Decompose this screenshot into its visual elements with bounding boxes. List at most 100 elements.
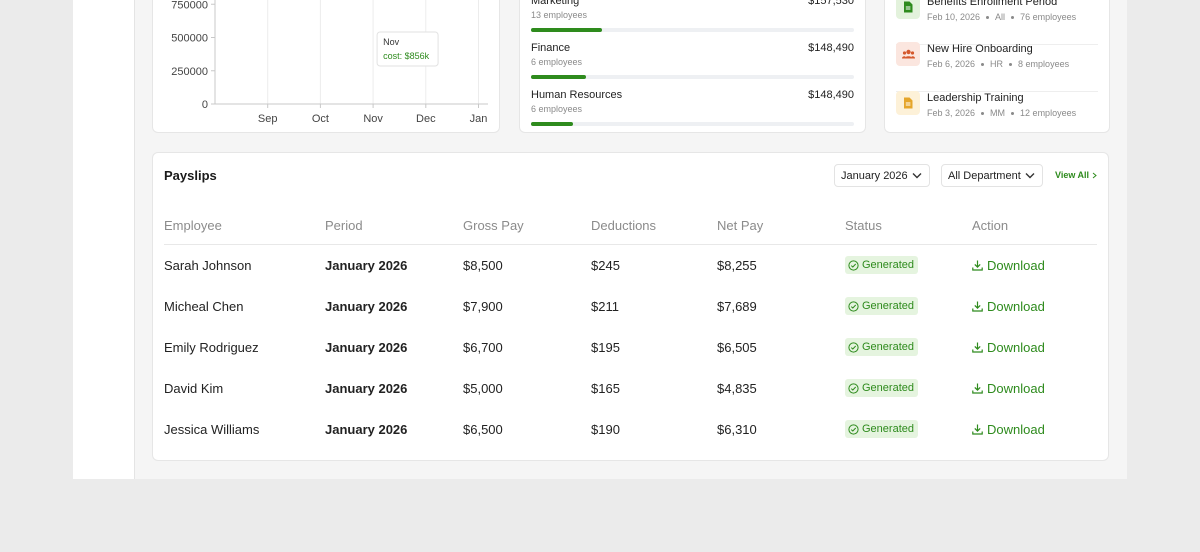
check-circle-icon xyxy=(848,259,859,271)
department-select[interactable]: All Department xyxy=(941,164,1043,187)
department-progress-fill xyxy=(531,122,573,126)
document-icon xyxy=(896,91,920,115)
download-label: Download xyxy=(987,422,1045,437)
y-tick-label: 500000 xyxy=(171,33,208,45)
separator-dot xyxy=(986,16,990,20)
department-select-value: All Department xyxy=(948,169,1021,182)
department-employee-count: 6 employees xyxy=(531,104,583,114)
status-badge: Generated xyxy=(845,256,918,274)
separator-dot xyxy=(1011,16,1015,20)
event-title: New Hire Onboarding xyxy=(927,43,1033,55)
net-pay: $6,310 xyxy=(717,422,757,437)
employee-name: Sarah Johnson xyxy=(164,258,252,273)
app-window: Sep Oct Nov Dec Jan 750000 500000 250000 0 Nov cos… xyxy=(73,0,1127,479)
divider xyxy=(896,44,1098,45)
period-select-value: January 2026 xyxy=(841,169,908,182)
x-tick-label: Jan xyxy=(470,113,488,125)
tooltip-label: Nov xyxy=(383,37,400,47)
separator-dot xyxy=(1009,63,1013,67)
period-select[interactable]: January 2026 xyxy=(834,164,930,187)
department-name: Marketing xyxy=(531,0,580,7)
check-circle-icon xyxy=(848,300,859,312)
pay-period: January 2026 xyxy=(325,340,408,355)
gross-pay: $7,900 xyxy=(463,299,503,314)
status-label: Generated xyxy=(862,423,914,435)
download-icon xyxy=(972,301,983,312)
department-cost-card: Marketing $157,530 13 employees Finance $148… xyxy=(519,0,866,133)
column-header-gross-pay: Gross Pay xyxy=(463,218,524,233)
events-card: Benefits Enrollment Period Feb 10, 2026 Al… xyxy=(884,0,1110,133)
department-progress-fill xyxy=(531,28,603,32)
gross-pay: $8,500 xyxy=(463,258,503,273)
download-label: Download xyxy=(987,258,1045,273)
event-employee-count: 8 employees xyxy=(1018,59,1070,69)
download-button[interactable]: Download xyxy=(972,258,1045,273)
chevron-right-icon xyxy=(1092,172,1097,178)
event-employee-count: 76 employees xyxy=(1020,12,1077,22)
status-badge: Generated xyxy=(845,420,918,438)
status-badge: Generated xyxy=(845,297,918,315)
event-meta: Feb 3, 2026 MM 12 employees xyxy=(927,108,1076,118)
download-button[interactable]: Download xyxy=(972,340,1045,355)
download-button[interactable]: Download xyxy=(972,299,1045,314)
payslips-card: Payslips January 2026 All Department Vie… xyxy=(152,152,1109,461)
department-name: Finance xyxy=(531,42,571,54)
check-circle-icon xyxy=(848,341,859,353)
net-pay: $8,255 xyxy=(717,258,757,273)
event-date: Feb 6, 2026 xyxy=(927,59,976,69)
department-progress-track xyxy=(531,28,854,32)
event-item[interactable]: Leadership Training Feb 3, 2026 MM 12 emplo… xyxy=(896,91,1098,132)
deductions: $190 xyxy=(591,422,620,437)
status-label: Generated xyxy=(862,341,914,353)
department-amount: $157,530 xyxy=(808,0,854,7)
event-item[interactable]: New Hire Onboarding Feb 6, 2026 HR 8 employ… xyxy=(896,42,1098,92)
pay-period: January 2026 xyxy=(325,299,408,314)
event-tag: All xyxy=(995,12,1006,22)
pay-period: January 2026 xyxy=(325,258,408,273)
gross-pay: $5,000 xyxy=(463,381,503,396)
event-meta: Feb 10, 2026 All 76 employees xyxy=(927,12,1076,22)
department-employee-count: 13 employees xyxy=(531,10,588,20)
department-amount: $148,490 xyxy=(808,42,854,54)
status-badge: Generated xyxy=(845,338,918,356)
column-header-action: Action xyxy=(972,218,1009,233)
deductions: $245 xyxy=(591,258,620,273)
deductions: $165 xyxy=(591,381,620,396)
column-header-status: Status xyxy=(845,218,882,233)
divider xyxy=(896,91,1098,92)
department-item: Human Resources $148,490 6 employees xyxy=(531,89,854,129)
download-button[interactable]: Download xyxy=(972,381,1045,396)
pay-period: January 2026 xyxy=(325,381,408,396)
department-item: Marketing $157,530 13 employees xyxy=(531,0,854,35)
y-tick-label: 750000 xyxy=(171,0,208,11)
event-item[interactable]: Benefits Enrollment Period Feb 10, 2026 Al… xyxy=(896,0,1098,45)
status-label: Generated xyxy=(862,300,914,312)
department-progress-track xyxy=(531,122,854,126)
download-label: Download xyxy=(987,299,1045,314)
download-button[interactable]: Download xyxy=(972,422,1045,437)
payslips-title: Payslips xyxy=(164,168,217,183)
x-tick-label: Oct xyxy=(312,113,329,125)
employee-name: Emily Rodriguez xyxy=(164,340,259,355)
tooltip-box xyxy=(376,31,439,67)
column-header-employee: Employee xyxy=(164,218,222,233)
y-tick-label: 250000 xyxy=(171,66,208,78)
view-all-link[interactable]: View All xyxy=(1055,170,1097,180)
net-pay: $4,835 xyxy=(717,381,757,396)
chevron-down-icon xyxy=(1025,173,1035,179)
column-header-period: Period xyxy=(325,218,363,233)
separator-dot xyxy=(981,112,985,116)
gross-pay: $6,500 xyxy=(463,422,503,437)
event-title: Leadership Training xyxy=(927,92,1024,104)
department-item: Finance $148,490 6 employees xyxy=(531,42,854,82)
table-row: Emily Rodriguez January 2026 $6,700 $195 $6,… xyxy=(164,327,1097,368)
download-icon xyxy=(972,342,983,353)
sidebar xyxy=(73,0,135,479)
check-circle-icon xyxy=(848,382,859,394)
deductions: $195 xyxy=(591,340,620,355)
net-pay: $7,689 xyxy=(717,299,757,314)
separator-dot xyxy=(1011,112,1015,116)
download-icon xyxy=(972,260,983,271)
column-header-net-pay: Net Pay xyxy=(717,218,764,233)
x-tick-label: Sep xyxy=(258,113,278,125)
